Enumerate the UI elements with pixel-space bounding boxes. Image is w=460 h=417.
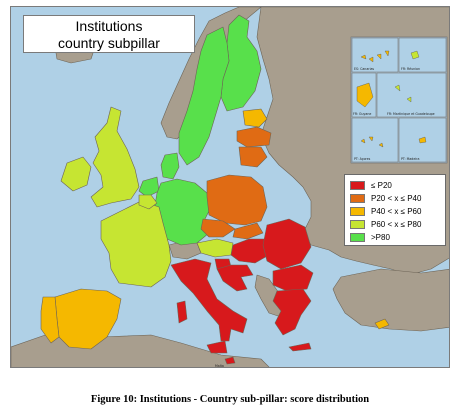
country-romania — [262, 218, 312, 270]
non-eu-land-turkey — [332, 268, 449, 332]
country-greece — [272, 288, 312, 336]
country-poland — [206, 174, 268, 226]
legend-label: ≤ P20 — [371, 181, 392, 190]
country-malta — [224, 356, 236, 365]
country-latvia — [236, 126, 272, 148]
legend-swatch — [350, 194, 365, 203]
country-cyprus — [374, 318, 390, 330]
legend-item: P20 < x ≤ P40 — [350, 192, 441, 205]
inset-guyane-shape — [356, 82, 374, 108]
country-bulgaria — [272, 264, 314, 292]
country-denmark — [160, 152, 180, 180]
inset-label-acores: PT: Açores — [354, 157, 371, 161]
label-malta: Malta — [215, 364, 224, 368]
country-czechia — [200, 218, 236, 238]
map-legend: ≤ P20 P20 < x ≤ P40 P40 < x ≤ P60 P60 < … — [344, 174, 446, 246]
country-italy — [170, 258, 248, 342]
country-lithuania — [238, 146, 268, 168]
country-united-kingdom — [90, 106, 140, 208]
inset-label-guyane: FR: Guyane — [353, 112, 371, 116]
inset-canarias-islands — [360, 50, 390, 63]
country-hungary — [230, 238, 270, 264]
legend-item: >P80 — [350, 231, 441, 244]
country-sardinia — [176, 300, 188, 324]
country-sicily — [206, 340, 228, 354]
legend-item: P40 < x ≤ P60 — [350, 205, 441, 218]
map-title-line-1: Institutions — [75, 18, 143, 34]
country-netherlands — [138, 176, 160, 198]
country-croatia — [216, 264, 254, 292]
country-estonia — [242, 108, 268, 128]
country-slovakia — [232, 222, 264, 240]
country-crete — [288, 342, 312, 352]
inset-label-madeira: PT: Madeira — [401, 157, 419, 161]
inset-label-reunion: FR: Réunion — [401, 67, 420, 71]
legend-item: ≤ P20 — [350, 179, 441, 192]
legend-swatch — [350, 220, 365, 229]
map-title-line-2: country subpillar — [58, 35, 160, 51]
country-ireland — [60, 156, 92, 192]
legend-label: P20 < x ≤ P40 — [371, 194, 422, 203]
country-portugal — [40, 296, 60, 344]
country-sweden — [178, 26, 230, 166]
map-title-box: Institutions country subpillar — [23, 15, 195, 53]
inset-acores-islands — [360, 136, 384, 148]
legend-swatch — [350, 233, 365, 242]
figure-caption: Figure 10: Institutions - Country sub-pi… — [90, 394, 370, 405]
country-austria — [196, 238, 234, 258]
legend-label: P60 < x ≤ P80 — [371, 220, 422, 229]
inset-label-martinique: FR: Martinique et Guadeloupe — [387, 112, 435, 116]
legend-swatch — [350, 181, 365, 190]
inset-reunion-island — [410, 50, 420, 60]
inset-martinique-islands — [394, 84, 412, 103]
legend-label: P40 < x ≤ P60 — [371, 207, 422, 216]
legend-swatch — [350, 207, 365, 216]
country-belgium — [138, 194, 158, 210]
legend-label: >P80 — [371, 233, 390, 242]
inset-label-canarias: ES: Canarias — [354, 67, 374, 71]
inset-madeira-islands — [418, 136, 427, 144]
country-france — [100, 200, 172, 288]
legend-item: P60 < x ≤ P80 — [350, 218, 441, 231]
